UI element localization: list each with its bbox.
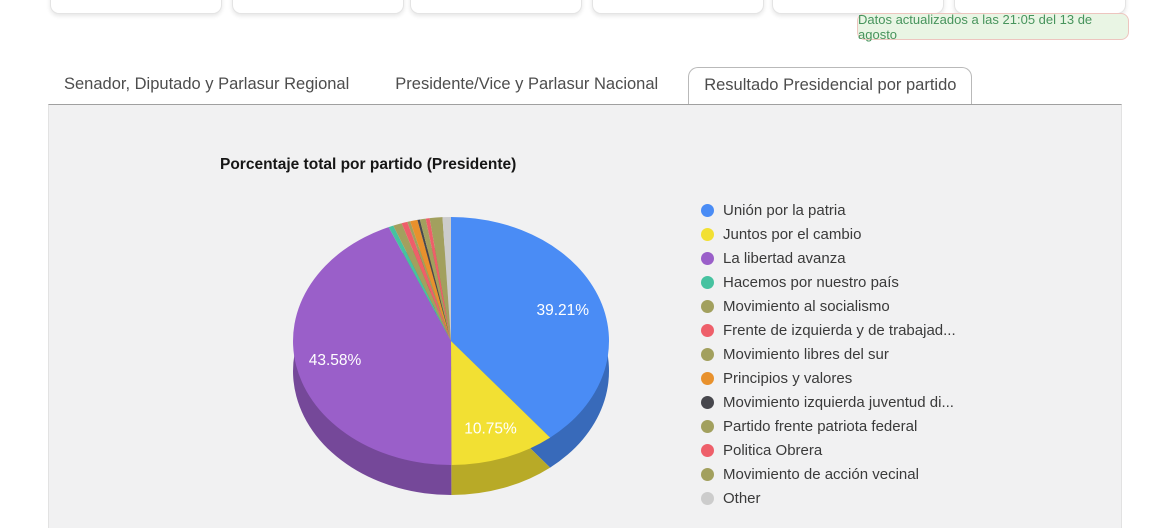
legend-item: Juntos por el cambio	[701, 222, 956, 246]
pie-slice-value-label: 39.21%	[537, 302, 590, 319]
pie-slice-13[interactable]	[442, 217, 451, 341]
legend-color-dot	[701, 203, 714, 217]
legend-item: Movimiento de acción vecinal	[701, 462, 956, 486]
summary-card-stub	[50, 0, 222, 14]
summary-card-stub	[592, 0, 764, 14]
legend-color-dot	[701, 467, 714, 481]
pie-slice-4[interactable]	[388, 225, 451, 341]
legend-item: Other	[701, 486, 956, 510]
legend-item: Partido frente patriota federal	[701, 414, 956, 438]
chart-legend: Unión por la patria Juntos por el cambio L…	[701, 198, 956, 510]
legend-label: Juntos por el cambio	[723, 225, 862, 243]
legend-label: Movimiento libres del sur	[723, 345, 889, 363]
summary-card-stub	[232, 0, 404, 14]
pie-slice-11[interactable]	[425, 218, 451, 341]
legend-color-dot	[701, 323, 714, 337]
chart-title: Porcentaje total por partido (Presidente…	[220, 156, 517, 173]
legend-color-dot	[701, 395, 714, 409]
legend-color-dot	[701, 419, 714, 433]
legend-label: Unión por la patria	[723, 201, 846, 219]
legend-item: Movimiento izquierda juventud di...	[701, 390, 956, 414]
legend-color-dot	[701, 227, 714, 241]
pie-slice-value-label: 10.75%	[464, 421, 517, 438]
tab-presidente-vice-parlasur-nacional[interactable]: Presidente/Vice y Parlasur Nacional	[395, 75, 659, 93]
summary-card-stub	[772, 0, 944, 14]
legend-label: Other	[723, 489, 761, 507]
tab-senador-diputado-parlasur-regional[interactable]: Senador, Diputado y Parlasur Regional	[64, 75, 350, 93]
legend-item: Movimiento libres del sur	[701, 342, 956, 366]
legend-label: Movimiento al socialismo	[723, 297, 890, 315]
pie-slice-7[interactable]	[407, 221, 451, 341]
legend-color-dot	[701, 491, 714, 505]
legend-item: Frente de izquierda y de trabajad...	[701, 318, 956, 342]
legend-label: Principios y valores	[723, 369, 853, 387]
summary-card-stub	[410, 0, 582, 14]
legend-label: Movimiento de acción vecinal	[723, 465, 919, 483]
legend-color-dot	[701, 347, 714, 361]
legend-label: Hacemos por nuestro país	[723, 273, 899, 291]
data-updated-badge: Datos actualizados a las 21:05 del 13 de…	[857, 12, 1129, 42]
pie-slice-1[interactable]	[451, 217, 610, 438]
pie-chart-3d[interactable]: 39.21% 10.75% 43.58%	[271, 191, 631, 521]
legend-label: Politica Obrera	[723, 441, 823, 459]
pie-slice-labels: 39.21% 10.75% 43.58%	[309, 302, 590, 438]
legend-color-dot	[701, 251, 714, 265]
legend-item: Movimiento al socialismo	[701, 294, 956, 318]
legend-item: La libertad avanza	[701, 246, 956, 270]
pie-slice-12[interactable]	[429, 217, 451, 341]
legend-item: Principios y valores	[701, 366, 956, 390]
tab-content-panel: Porcentaje total por partido (Presidente…	[48, 104, 1122, 528]
pie-slice-6[interactable]	[401, 221, 451, 341]
legend-color-dot	[701, 299, 714, 313]
pie-slice-3[interactable]	[293, 227, 452, 466]
legend-label: La libertad avanza	[723, 249, 846, 267]
legend-color-dot	[701, 371, 714, 385]
pie-slice-10[interactable]	[419, 218, 451, 341]
tab-bar: Senador, Diputado y Parlasur Regional Pr…	[48, 67, 986, 104]
legend-color-dot	[701, 443, 714, 457]
pie-slice-8[interactable]	[410, 219, 451, 341]
legend-item: Unión por la patria	[701, 198, 956, 222]
pie-slice-value-label: 43.58%	[309, 352, 362, 369]
pie-slice-5[interactable]	[393, 223, 451, 341]
pie-slice-2[interactable]	[451, 341, 551, 465]
legend-item: Politica Obrera	[701, 438, 956, 462]
legend-label: Movimiento izquierda juventud di...	[723, 393, 954, 411]
tab-resultado-presidencial-por-partido[interactable]: Resultado Presidencial por partido	[688, 67, 973, 104]
legend-label: Frente de izquierda y de trabajad...	[723, 321, 956, 339]
pie-slice-9[interactable]	[417, 219, 451, 341]
pie-slices	[293, 217, 610, 466]
legend-label: Partido frente patriota federal	[723, 417, 918, 435]
legend-color-dot	[701, 275, 714, 289]
legend-item: Hacemos por nuestro país	[701, 270, 956, 294]
